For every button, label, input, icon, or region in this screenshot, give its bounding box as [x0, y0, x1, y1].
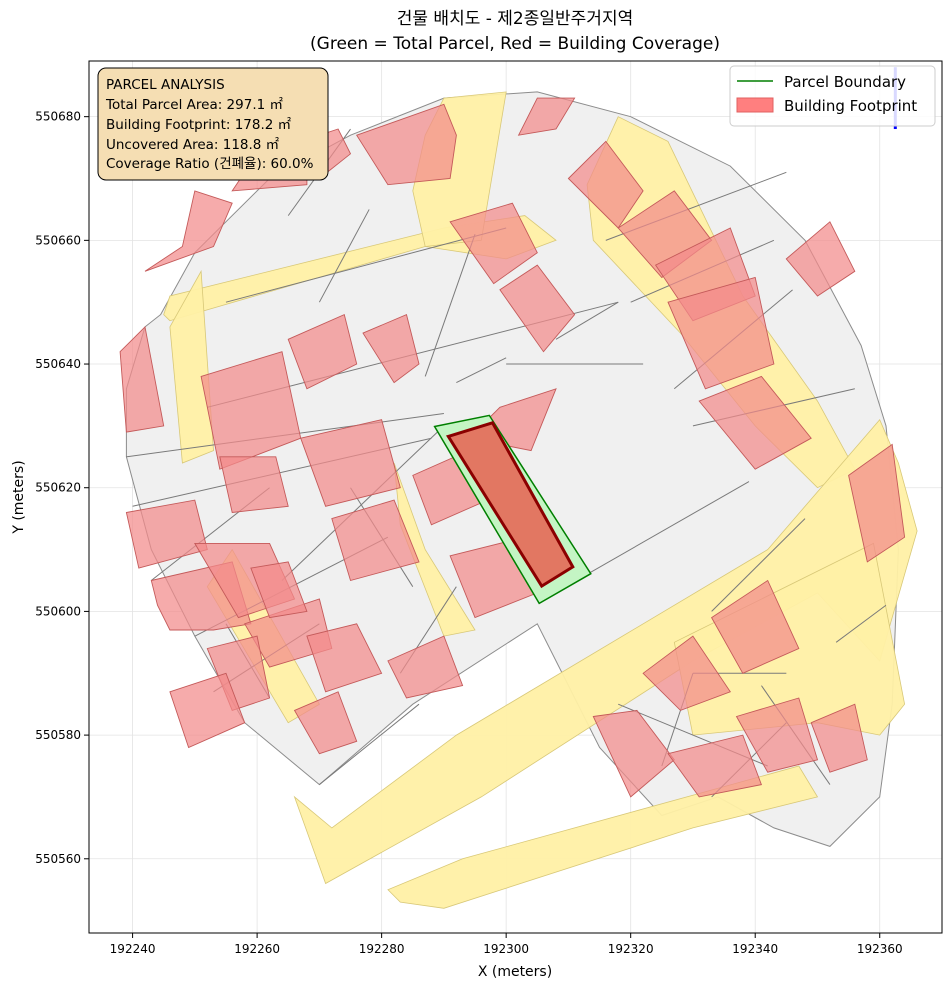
parcel-line: [319, 703, 420, 785]
y-tick-label: 550600: [35, 604, 81, 618]
building-footprint[interactable]: [306, 623, 383, 693]
building-footprint[interactable]: [119, 325, 165, 433]
parcel-line: [456, 357, 507, 384]
building-footprint[interactable]: [517, 97, 576, 136]
x-axis-ticks: 192240 192260 192280 192300 192320 192340 1923…: [110, 933, 903, 956]
y-tick-label: 550660: [35, 233, 81, 247]
y-axis-ticks: 550560 550580 550600 550620 550640 550660 5506…: [35, 110, 89, 866]
parcel-line: [225, 227, 507, 303]
building-footprint[interactable]: [499, 264, 576, 353]
legend-patch-swatch: [736, 97, 774, 113]
parcel-line: [711, 518, 806, 612]
building-footprint[interactable]: [331, 499, 420, 582]
parcel-line: [318, 209, 370, 303]
building-footprint[interactable]: [219, 456, 289, 513]
info-box-background: [97, 67, 329, 181]
x-tick-label: 192340: [732, 942, 778, 956]
building-footprint[interactable]: [642, 635, 731, 711]
building-footprint[interactable]: [567, 140, 644, 229]
info-box: PARCEL ANALYSIS Total Parcel Area: 297.1…: [97, 67, 329, 181]
y-tick-label: 550580: [35, 728, 81, 742]
info-line-title: PARCEL ANALYSIS: [106, 77, 225, 93]
building-footprint[interactable]: [667, 734, 763, 798]
chart-title-line2: (Green = Total Parcel, Red = Building Co…: [310, 34, 720, 54]
building-footprint[interactable]: [810, 703, 868, 773]
y-tick-label: 550560: [35, 852, 81, 866]
parcel-line: [281, 425, 445, 581]
info-line-footprint: Building Footprint: 178.2 ㎡: [106, 117, 292, 133]
chart-title-line1: 건물 배치도 - 제2종일반주거지역: [397, 9, 633, 29]
axes-frame: [88, 60, 943, 934]
building-footprint[interactable]: [169, 672, 246, 749]
building-footprint[interactable]: [667, 276, 775, 390]
legend: Parcel Boundary Building Footprint: [729, 65, 936, 127]
building-footprint[interactable]: [698, 375, 812, 470]
x-tick-label: 192320: [608, 942, 654, 956]
parcel-line: [586, 481, 750, 575]
x-tick-label: 192240: [110, 942, 156, 956]
x-tick-label: 192260: [234, 942, 280, 956]
x-tick-label: 192360: [857, 942, 903, 956]
chart-title: 건물 배치도 - 제2종일반주거지역 (Green = Total Parcel…: [310, 9, 720, 54]
parcel-line: [424, 233, 476, 377]
x-axis-label: X (meters): [478, 964, 552, 980]
y-axis-label: Y (meters): [11, 460, 27, 534]
y-tick-label: 550680: [35, 110, 81, 124]
building-footprint[interactable]: [711, 579, 800, 674]
road: [169, 269, 214, 464]
building-footprint[interactable]: [250, 561, 308, 619]
building-footprint[interactable]: [785, 221, 856, 297]
y-tick-label: 550620: [35, 481, 81, 495]
info-line-coverage: Coverage Ratio (건폐율): 60.0%: [106, 156, 314, 172]
building-footprint[interactable]: [387, 635, 464, 699]
y-tick-label: 550640: [35, 357, 81, 371]
building-footprint[interactable]: [735, 697, 819, 773]
parcel-line: [835, 604, 887, 643]
building-footprint[interactable]: [848, 443, 906, 563]
building-footprint[interactable]: [362, 313, 420, 384]
road: [387, 765, 819, 909]
info-line-uncovered: Uncovered Area: 118.8 ㎡: [106, 137, 280, 153]
building-footprint[interactable]: [293, 691, 358, 755]
target-building[interactable]: [445, 421, 575, 589]
parcel-line: [555, 301, 619, 340]
legend-frame: [729, 65, 936, 127]
building-footprint[interactable]: [300, 419, 401, 507]
legend-label-building: Building Footprint: [784, 97, 917, 115]
building-footprint[interactable]: [356, 103, 457, 186]
map-layers: [119, 67, 918, 909]
building-footprint[interactable]: [144, 190, 233, 272]
x-tick-label: 192280: [359, 942, 405, 956]
x-tick-label: 192300: [483, 942, 529, 956]
legend-label-parcel: Parcel Boundary: [784, 73, 906, 91]
info-line-total-area: Total Parcel Area: 297.1 ㎡: [105, 97, 283, 113]
building-footprint[interactable]: [449, 202, 538, 285]
building-footprint[interactable]: [287, 313, 358, 390]
